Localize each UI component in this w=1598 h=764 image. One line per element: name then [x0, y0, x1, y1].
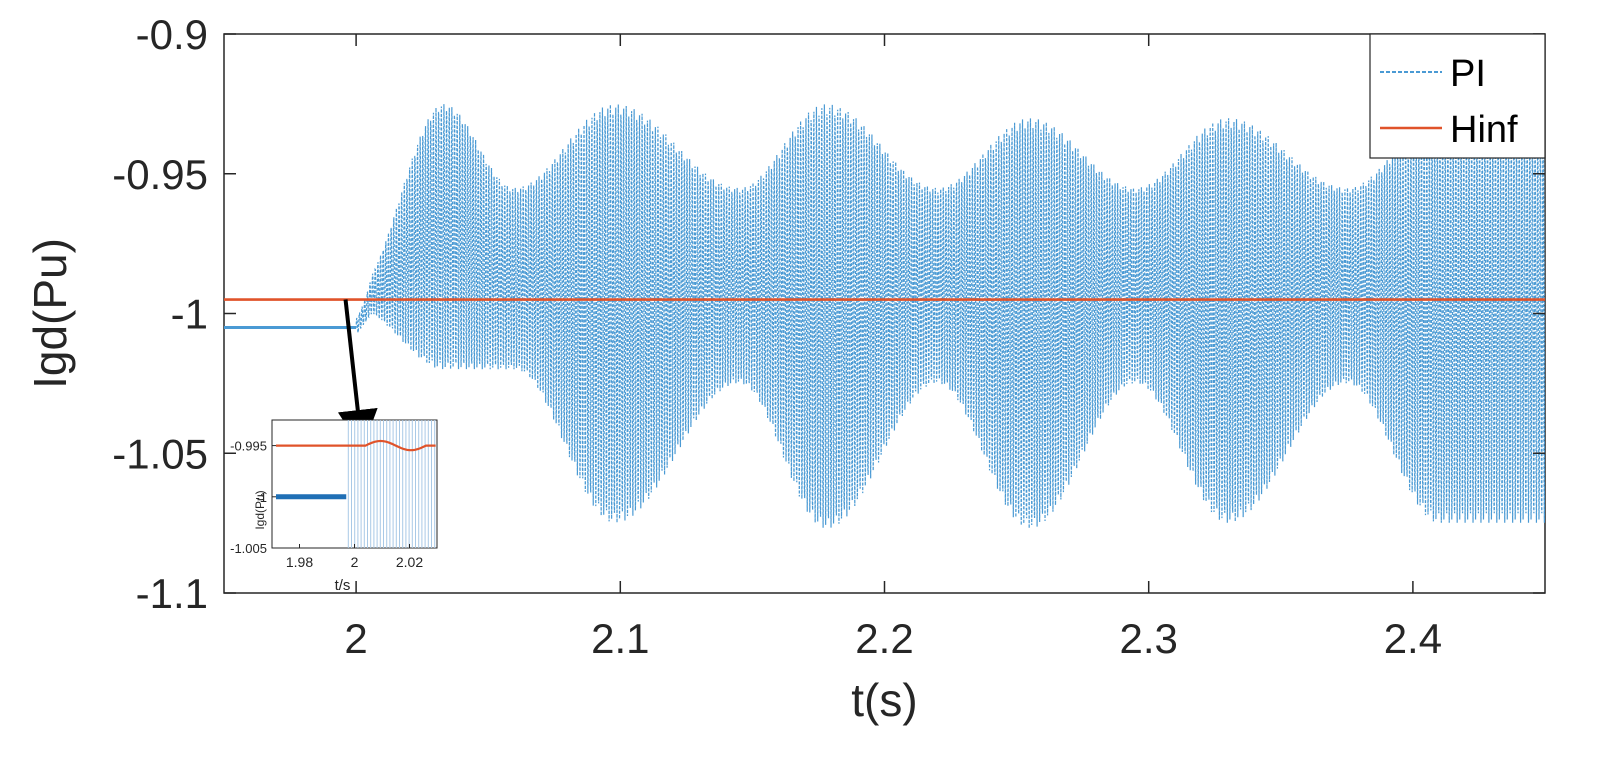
series-area [224, 104, 1545, 529]
legend: PI Hinf [1369, 33, 1546, 159]
x-tick-label: 2.2 [855, 615, 913, 662]
x-tick-label: 2.4 [1384, 615, 1442, 662]
inset-x-tick-label: 2 [351, 554, 359, 570]
y-tick-label: -1 [171, 291, 208, 338]
inset-y-ticks: -0.995 -1 -1.005 [230, 439, 276, 556]
main-plot: -0.9-0.95-1-1.05-1.1 2 2.1 2.2 2.3 2.4 t(s) … [24, 11, 1546, 726]
x-ticks: 2 2.1 2.2 2.3 2.4 [344, 34, 1442, 662]
x-axis-title: t(s) [851, 674, 917, 726]
legend-label-pi: PI [1450, 53, 1486, 95]
inset-x-tick-label: 2.02 [396, 554, 423, 570]
inset-series-area [276, 420, 436, 548]
inset-y-axis-title: Igd(Pu) [253, 490, 267, 529]
y-tick-label: -1.05 [112, 430, 208, 477]
x-tick-label: 2.3 [1120, 615, 1178, 662]
y-tick-label: -1.1 [136, 570, 208, 617]
x-tick-label: 2 [344, 615, 367, 662]
x-tick-label: 2.1 [591, 615, 649, 662]
inset-series-hinf-line [276, 439, 436, 452]
series-pi-line [224, 104, 1545, 529]
y-axis-title: Igd(Pu) [24, 238, 76, 389]
inset-series-pi-oscillation [347, 420, 436, 548]
y-tick-label: -0.95 [112, 151, 208, 198]
y-ticks: -0.9 -0.95 -1 -1.05 -1.1 [112, 11, 1545, 617]
y-tick-label: -0.9 [136, 11, 208, 58]
inset-x-axis-title: t/s [335, 577, 351, 594]
inset-y-tick-label: -0.995 [230, 439, 267, 454]
inset-y-tick-label: -1 [255, 490, 267, 505]
inset-x-tick-label: 1.98 [286, 554, 313, 570]
legend-label-hinf: Hinf [1450, 109, 1518, 151]
inset-plot: -0.995 -1 -1.005 1.98 2 2.02 t/s Igd(Pu) [230, 419, 438, 594]
inset-x-ticks: 1.98 2 2.02 [286, 544, 423, 570]
legend-box [1369, 33, 1546, 159]
zoom-arrow [337, 299, 378, 450]
inset-y-tick-label: -1.005 [230, 541, 267, 556]
